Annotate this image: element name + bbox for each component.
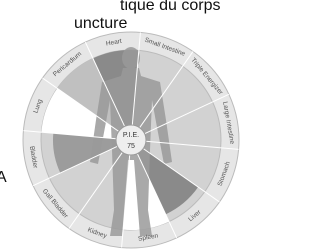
diagram: P.I.E. 75 tique du corps uncture A LungP… bbox=[0, 0, 245, 249]
header-side: A bbox=[0, 169, 7, 186]
center-label: P.I.E. bbox=[123, 132, 139, 139]
header-line: uncture bbox=[74, 15, 127, 32]
center-value: 75 bbox=[127, 143, 135, 150]
header-line: tique du corps bbox=[120, 0, 221, 14]
center-circle bbox=[116, 125, 146, 155]
